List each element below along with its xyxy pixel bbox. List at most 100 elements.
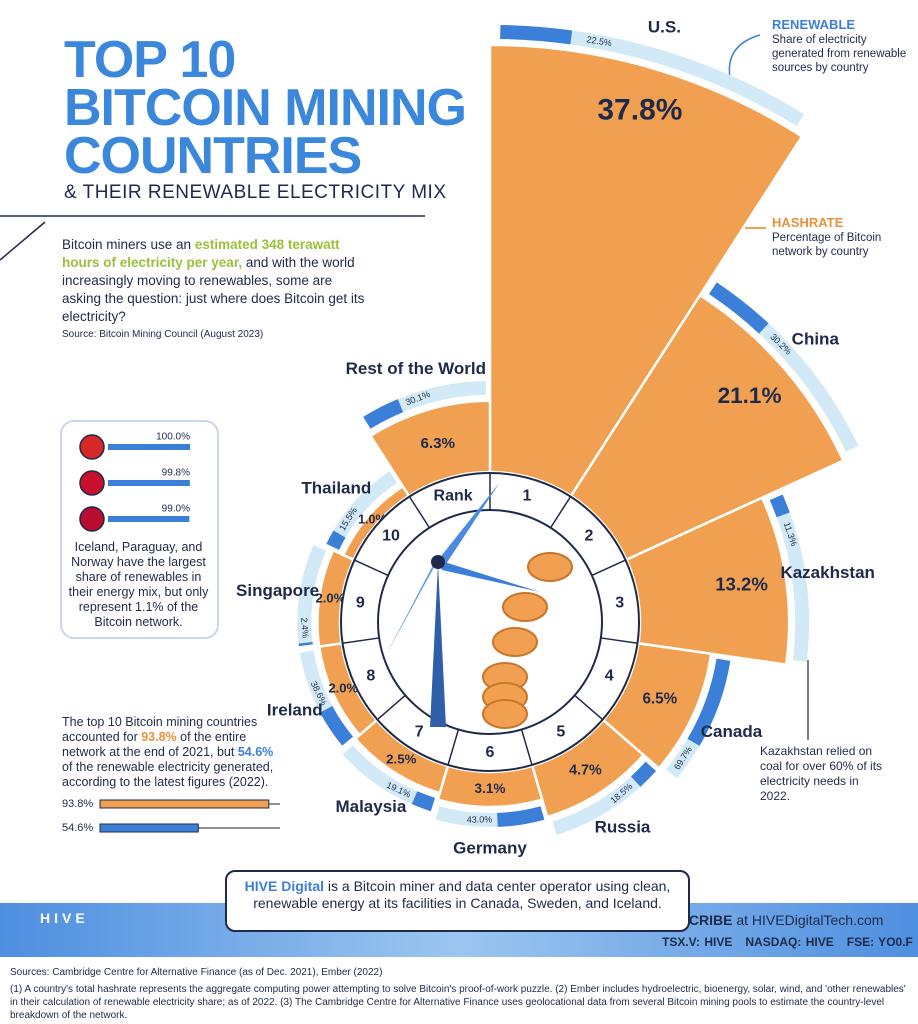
renewable-track: [342, 745, 436, 812]
leaders-box: [60, 420, 219, 639]
rank-label: 7: [415, 723, 424, 740]
footer: Sources: Cambridge Centre for Alternativ…: [10, 966, 910, 1022]
top10-label: 54.6%: [62, 822, 93, 834]
hashrate-label: 13.2%: [715, 574, 768, 595]
leader-bar: [108, 480, 190, 486]
title-line: BITCOIN MINING: [64, 79, 467, 137]
hashrate-label: 21.1%: [718, 383, 782, 408]
legend-title: RENEWABLE: [772, 17, 856, 32]
renewable-bar: [497, 806, 545, 827]
flag: [79, 506, 105, 532]
legend-text: Percentage of Bitcoin network by country: [772, 232, 882, 258]
renewable-label: 43.0%: [467, 814, 493, 824]
title-line: TOP 10: [64, 31, 236, 89]
rank-label: 6: [486, 744, 495, 761]
rank-label: 5: [556, 723, 565, 740]
hive-text: is a Bitcoin miner and data center opera…: [253, 878, 671, 911]
renewable-bar: [687, 658, 731, 746]
coin: [482, 699, 528, 729]
tickers: TSX.V: HIVE NASDAQ: HIVE FSE: YO0.F: [662, 935, 913, 949]
hive-name: HIVE Digital: [244, 878, 325, 894]
renewable-track: [552, 761, 657, 835]
hashrate-label: 2.5%: [386, 752, 416, 767]
rank-label: 8: [366, 668, 375, 685]
leader-bar: [108, 516, 190, 522]
hashrate-label: 37.8%: [597, 93, 682, 126]
rank-divider: [354, 559, 389, 577]
renewable-bar: [500, 24, 573, 45]
title: TOP 10 BITCOIN MINING COUNTRIES: [64, 31, 467, 185]
renewable-bar: [326, 530, 346, 550]
leader-label: 100.0%: [156, 432, 190, 443]
country-label: Russia: [595, 818, 651, 837]
top10-label: 93.8%: [62, 798, 93, 810]
subscribe-url[interactable]: at HIVEDigitalTech.com: [732, 912, 884, 928]
renewable-bar: [631, 761, 657, 787]
country-label: Canada: [701, 722, 763, 741]
rank-divider: [549, 496, 572, 529]
rank-label: 4: [605, 668, 614, 685]
rank-label: 2: [585, 527, 594, 544]
text: of the entire network at the end of 2021…: [62, 730, 247, 759]
turbine-pole: [430, 564, 446, 727]
flag: [79, 434, 105, 460]
rank-divider: [447, 729, 460, 766]
renewable-bar: [363, 399, 404, 429]
rank-divider: [574, 694, 604, 721]
leader-label: 99.8%: [162, 468, 190, 479]
rank-divider: [591, 559, 626, 577]
rank-label: Rank: [434, 488, 473, 505]
country-label: Singapore: [236, 581, 319, 600]
country-label: Rest of the World: [346, 359, 486, 378]
kazakhstan-note: Kazakhstan relied on coal for over 60% o…: [760, 744, 883, 803]
top10-bar: [99, 799, 270, 809]
renewable-bar: [769, 494, 790, 518]
country-label: Germany: [453, 839, 527, 858]
turbine-hub: [431, 555, 445, 569]
rank-divider: [600, 637, 638, 644]
coin: [492, 627, 538, 657]
renewable-bar: [298, 642, 313, 647]
hashrate-label: 3.1%: [475, 781, 506, 796]
turbine-blade: [385, 560, 438, 657]
country-label: Kazakhstan: [780, 563, 874, 582]
country-label: Malaysia: [335, 797, 406, 816]
top10-bar: [99, 823, 199, 833]
legend-hashrate: HASHRATE Percentage of Bitcoin network by…: [772, 216, 907, 259]
intro-source: Source: Bitcoin Mining Council (August 2…: [62, 329, 264, 340]
renewable-bar: [709, 282, 769, 334]
leader-bar: [108, 444, 190, 450]
rank-divider: [342, 637, 380, 644]
rank-label: 10: [382, 527, 400, 544]
intro-text: and with the world increasingly moving t…: [62, 255, 365, 324]
leaders-text: Iceland, Paraguay, and Norway have the l…: [68, 540, 209, 629]
title-line: COUNTRIES: [64, 127, 362, 185]
footer-sources: Sources: Cambridge Centre for Alternativ…: [10, 967, 383, 978]
text: of the renewable electricity generated, …: [62, 760, 274, 789]
renewable-label: 22.5%: [586, 34, 613, 48]
divider: [0, 221, 46, 261]
ticker: NASDAQ: HIVE: [745, 935, 834, 949]
legend-text: Share of electricity generated from rene…: [772, 34, 907, 74]
country-label: China: [792, 330, 840, 349]
leader-label: 99.0%: [162, 504, 190, 515]
turbine-blade: [438, 560, 540, 592]
intro-highlight: estimated 348 terawatt hours of electric…: [62, 237, 340, 270]
coin: [527, 552, 573, 582]
coin: [502, 592, 548, 622]
hive-box: HIVE Digital is a Bitcoin miner and data…: [225, 870, 690, 932]
rank-divider: [376, 694, 406, 721]
ticker: TSX.V: HIVE: [662, 935, 733, 949]
renewable-bar: [411, 791, 436, 812]
flag: [79, 470, 105, 496]
text: The top 10 Bitcoin mining countries acco…: [62, 715, 258, 744]
rank-label: 1: [522, 488, 531, 505]
rank-divider: [408, 496, 431, 529]
country-label: Thailand: [301, 478, 371, 497]
hashrate-label: 6.5%: [642, 691, 677, 708]
rank-label: 3: [615, 595, 624, 612]
highlight: 54.6%: [237, 745, 274, 759]
intro-text: Bitcoin miners use an: [62, 237, 195, 252]
